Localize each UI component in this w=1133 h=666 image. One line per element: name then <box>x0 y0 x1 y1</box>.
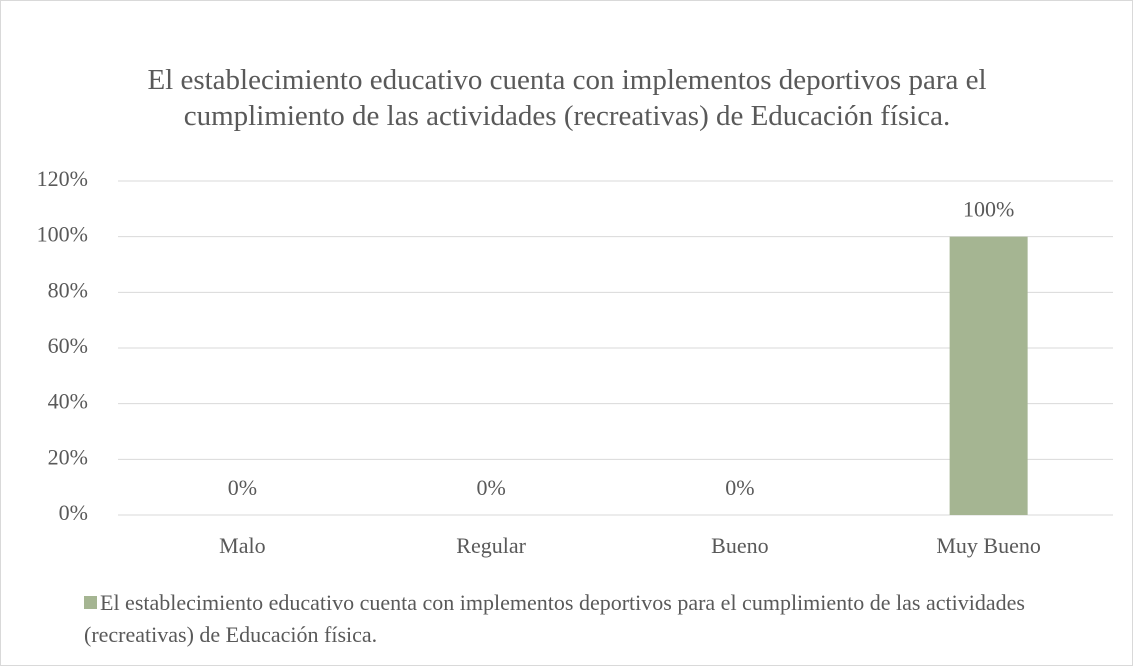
y-tick-label: 80% <box>48 277 88 302</box>
y-tick-label: 40% <box>48 389 88 414</box>
value-label: 0% <box>725 475 754 500</box>
y-tick-label: 0% <box>59 500 88 525</box>
legend-swatch <box>84 596 97 609</box>
y-tick-label: 20% <box>48 444 88 469</box>
y-tick-label: 120% <box>37 166 88 191</box>
y-tick-label: 100% <box>37 222 88 247</box>
bar <box>949 236 1028 515</box>
legend: El establecimiento educativo cuenta con … <box>84 587 1094 651</box>
legend-label: El establecimiento educativo cuenta con … <box>84 590 1025 647</box>
value-label: 0% <box>476 475 505 500</box>
x-tick-label: Regular <box>456 533 526 558</box>
value-label: 0% <box>228 475 257 500</box>
x-tick-label: Muy Bueno <box>936 533 1041 558</box>
chart-title: El establecimiento educativo cuenta con … <box>147 64 987 132</box>
value-label: 100% <box>963 197 1014 222</box>
x-tick-label: Bueno <box>711 533 768 558</box>
y-tick-label: 60% <box>48 333 88 358</box>
x-tick-label: Malo <box>219 533 265 558</box>
